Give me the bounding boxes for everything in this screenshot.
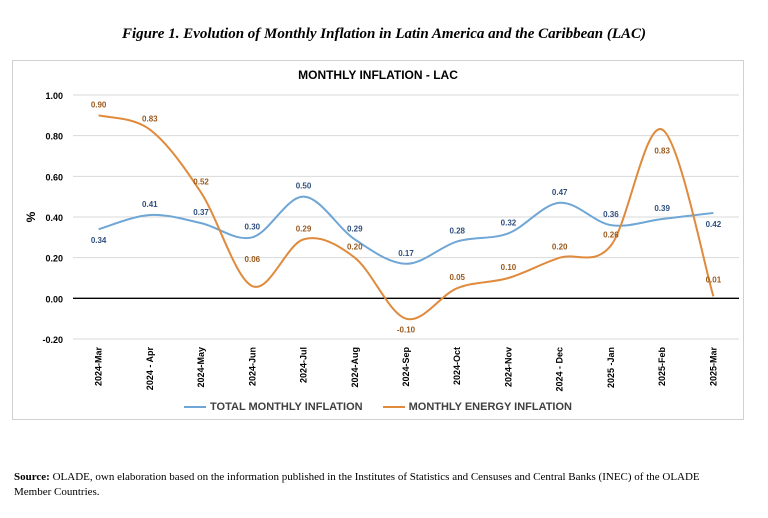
data-label-total: 0.34 bbox=[91, 236, 107, 245]
data-label-energy: 0.10 bbox=[501, 263, 517, 272]
line-chart: 1.00 0.80 0.60 0.40 0.20 0.00 -0.20% 2024-Mar 20… bbox=[24, 91, 739, 392]
legend-swatch-energy bbox=[382, 406, 405, 408]
y-tick-label: 0.40 bbox=[45, 213, 63, 223]
series-line-total bbox=[98, 195, 714, 265]
y-tick-label: 0.60 bbox=[45, 172, 63, 182]
source-label: Source: bbox=[14, 471, 50, 483]
y-tick-label: 0.00 bbox=[45, 294, 63, 304]
data-label-energy: 0.83 bbox=[142, 115, 158, 124]
data-label-total: 0.30 bbox=[245, 222, 261, 231]
data-label-energy: 0.52 bbox=[193, 178, 209, 187]
legend: TOTAL MONTHLY INFLATION MONTHLY ENERGY I… bbox=[13, 401, 743, 413]
x-tick-label: 2025-Feb bbox=[657, 347, 667, 387]
data-label-total: 0.50 bbox=[296, 182, 312, 191]
legend-label-energy: MONTHLY ENERGY INFLATION bbox=[408, 401, 572, 413]
series-line-energy bbox=[98, 114, 715, 321]
data-label-total: 0.47 bbox=[552, 188, 568, 197]
x-tick-label: 2024-Sep bbox=[401, 347, 411, 387]
data-label-total: 0.36 bbox=[603, 210, 619, 219]
source-text: OLADE, own elaboration based on the info… bbox=[14, 471, 700, 498]
legend-item-energy: MONTHLY ENERGY INFLATION bbox=[382, 401, 572, 413]
y-tick-label: 1.00 bbox=[45, 91, 63, 101]
source-note: Source: OLADE, own elaboration based on … bbox=[14, 470, 734, 500]
y-axis-label: % bbox=[24, 211, 38, 222]
x-tick-label: 2025 -Jan bbox=[606, 347, 616, 388]
data-label-total: 0.32 bbox=[501, 218, 517, 227]
y-tick-label: -0.20 bbox=[42, 335, 63, 345]
y-tick-label: 0.20 bbox=[45, 254, 63, 264]
legend-swatch-total bbox=[184, 406, 207, 408]
x-tick-label: 2024-Nov bbox=[503, 347, 513, 387]
data-label-total: 0.39 bbox=[654, 204, 670, 213]
legend-label-total: TOTAL MONTHLY INFLATION bbox=[210, 401, 363, 413]
data-label-energy: 0.06 bbox=[245, 255, 261, 264]
x-tick-label: 2024-Oct bbox=[452, 347, 462, 385]
data-label-total: 0.28 bbox=[449, 226, 465, 235]
x-tick-label: 2024-Jul bbox=[299, 347, 309, 383]
data-label-energy: 0.83 bbox=[654, 147, 670, 156]
chart-container: MONTHLY INFLATION - LAC 1.00 0.80 0.60 0.40… bbox=[12, 60, 744, 420]
data-label-total: 0.17 bbox=[398, 249, 414, 258]
data-label-energy: -0.10 bbox=[397, 326, 416, 335]
data-label-energy: 0.05 bbox=[449, 273, 465, 282]
data-label-total: 0.42 bbox=[706, 220, 722, 229]
figure-title: Figure 1. Evolution of Monthly Inflation… bbox=[121, 26, 647, 42]
data-label-energy: 0.20 bbox=[347, 243, 363, 252]
x-tick-label: 2024-Mar bbox=[94, 347, 104, 387]
data-label-energy: 0.20 bbox=[552, 243, 568, 252]
chart-title: MONTHLY INFLATION - LAC bbox=[298, 68, 458, 82]
data-label-energy: 0.29 bbox=[296, 224, 312, 233]
data-label-total: 0.41 bbox=[142, 200, 158, 209]
legend-item-total: TOTAL MONTHLY INFLATION bbox=[184, 401, 363, 413]
data-label-energy: 0.26 bbox=[603, 230, 619, 239]
data-label-energy: 0.90 bbox=[91, 100, 107, 109]
x-tick-label: 2024-Jun bbox=[247, 347, 257, 386]
x-tick-label: 2024 - Dec bbox=[555, 347, 565, 392]
x-tick-label: 2025-Mar bbox=[708, 347, 718, 387]
x-tick-label: 2024-Aug bbox=[350, 347, 360, 388]
y-tick-label: 0.80 bbox=[45, 132, 63, 142]
data-label-total: 0.29 bbox=[347, 224, 363, 233]
x-tick-label: 2024-May bbox=[196, 347, 206, 388]
x-tick-label: 2024 - Apr bbox=[145, 347, 155, 391]
data-label-total: 0.37 bbox=[193, 208, 209, 217]
data-label-energy: 0.01 bbox=[706, 275, 722, 284]
